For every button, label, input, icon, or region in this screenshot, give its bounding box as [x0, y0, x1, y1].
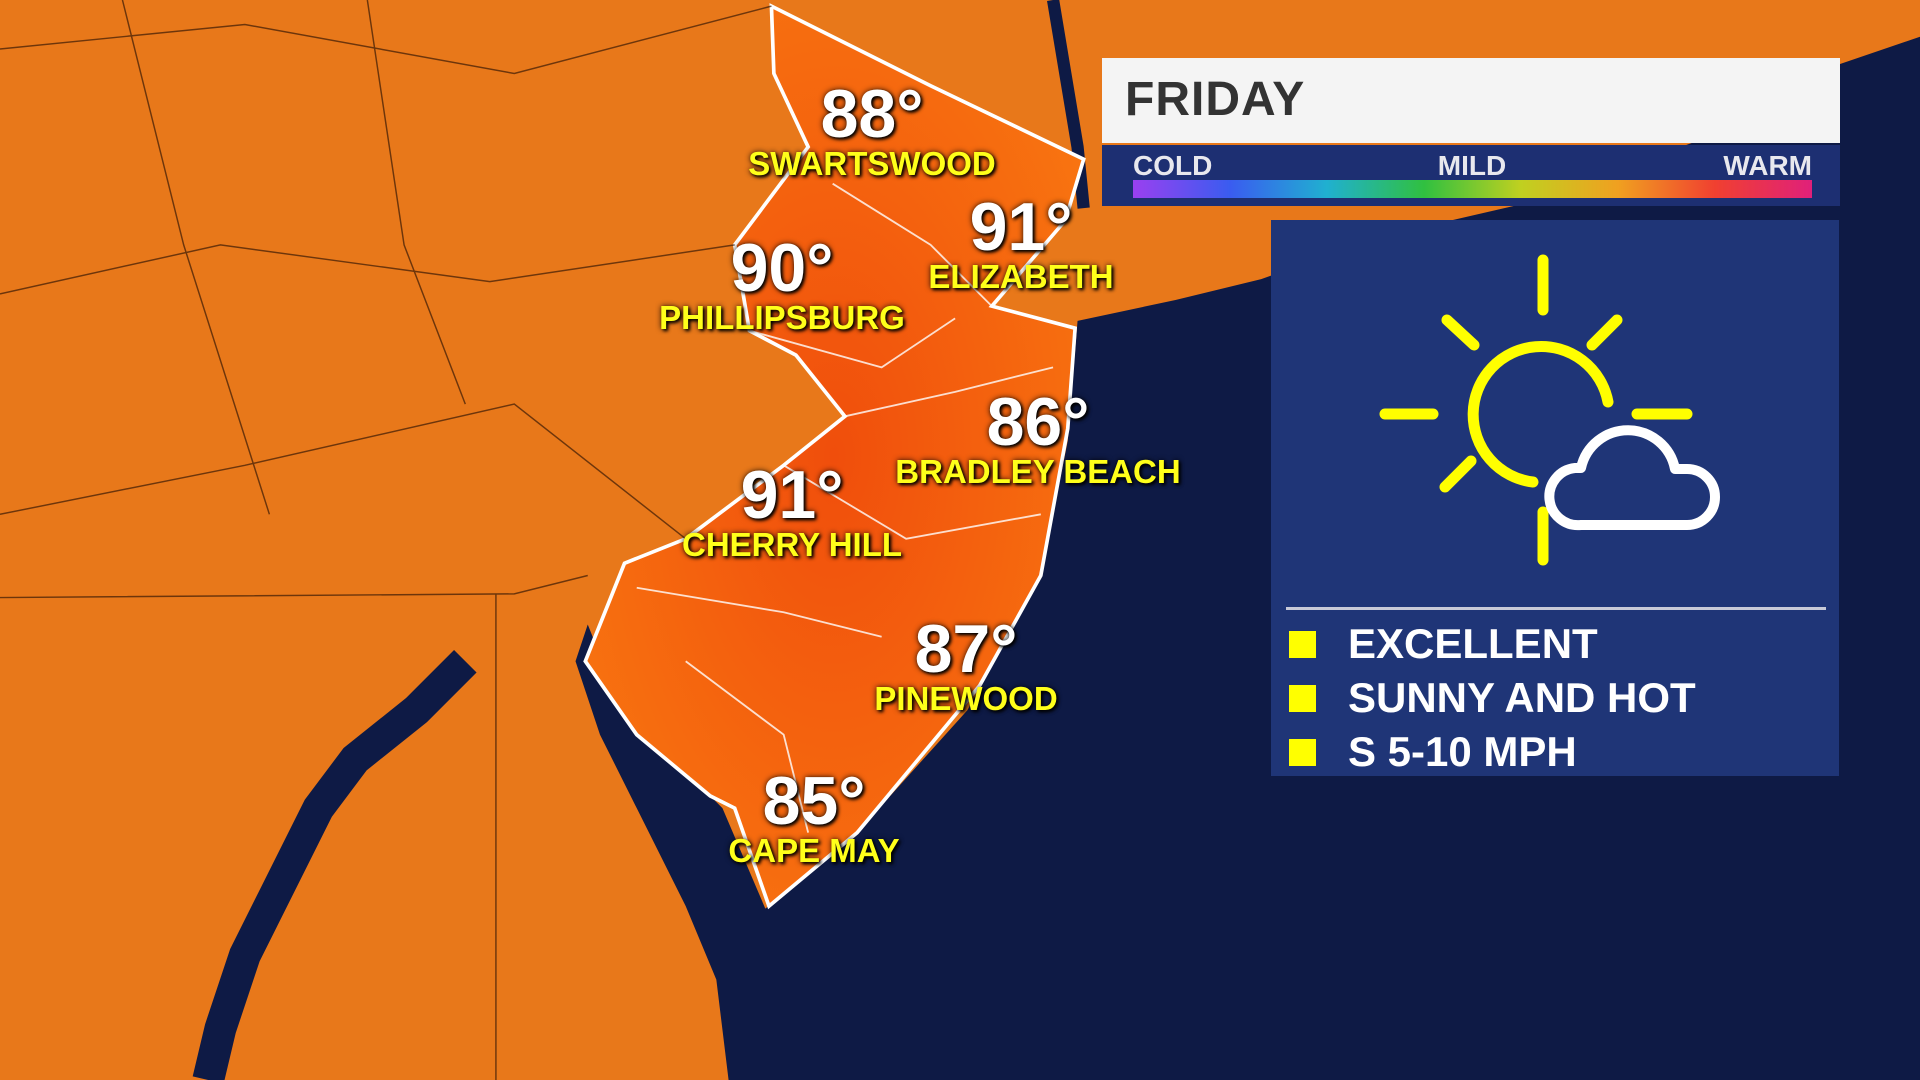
scale-gradient-bar	[1133, 180, 1812, 198]
city-name: BRADLEY BEACH	[895, 453, 1181, 490]
city-temp: 88°	[820, 76, 924, 152]
city-temp: 90°	[730, 230, 834, 306]
county-lines	[0, 0, 772, 1080]
panel-divider	[1286, 607, 1826, 610]
city-name: CAPE MAY	[728, 832, 900, 869]
city-label-pinewood: 87° PINEWOOD	[874, 611, 1058, 719]
city-label-swartswood: 88° SWARTSWOOD	[748, 76, 996, 184]
scale-mild-label: MILD	[1437, 150, 1507, 181]
hudson-river	[1047, 0, 1090, 209]
condition-item: S 5-10 MPH	[1289, 728, 1577, 776]
bullet-square-icon	[1289, 738, 1316, 766]
day-header: FRIDAY	[1102, 58, 1840, 143]
condition-text: EXCELLENT	[1348, 620, 1598, 667]
city-temp: 85°	[762, 763, 866, 839]
sun-behind-cloud-icon	[1379, 254, 1720, 566]
city-temp: 91°	[969, 189, 1073, 265]
city-label-elizabeth: 91° ELIZABETH	[928, 189, 1114, 297]
city-name: PINEWOOD	[874, 680, 1058, 717]
scale-cold-label: COLD	[1133, 150, 1213, 181]
city-name: ELIZABETH	[928, 258, 1114, 295]
city-temp: 91°	[740, 457, 844, 533]
condition-item: SUNNY AND HOT	[1289, 674, 1696, 722]
city-label-bradley-beach: 86° BRADLEY BEACH	[895, 384, 1181, 492]
scale-warm-label: WARM	[1723, 150, 1812, 181]
condition-text: SUNNY AND HOT	[1348, 674, 1696, 721]
condition-item: EXCELLENT	[1289, 620, 1598, 668]
forecast-panel: EXCELLENT SUNNY AND HOT S 5-10 MPH	[1271, 220, 1839, 776]
city-name: PHILLIPSBURG	[659, 299, 905, 336]
city-label-cape-may: 85° CAPE MAY	[728, 763, 900, 871]
city-temp: 86°	[986, 384, 1090, 460]
city-label-cherry-hill: 91° CHERRY HILL	[681, 457, 903, 565]
city-name: CHERRY HILL	[681, 526, 903, 563]
day-title: FRIDAY	[1125, 73, 1306, 126]
bullet-square-icon	[1289, 630, 1316, 658]
nj-county-lines	[636, 182, 1054, 833]
city-name: SWARTSWOOD	[748, 145, 996, 182]
bullet-square-icon	[1289, 684, 1316, 712]
temperature-scale: COLD MILD WARM	[1102, 145, 1840, 206]
condition-text: S 5-10 MPH	[1348, 728, 1577, 775]
city-label-phillipsburg: 90° PHILLIPSBURG	[659, 230, 905, 338]
city-temp: 87°	[914, 611, 1018, 687]
chesapeake-bay	[192, 649, 477, 1080]
